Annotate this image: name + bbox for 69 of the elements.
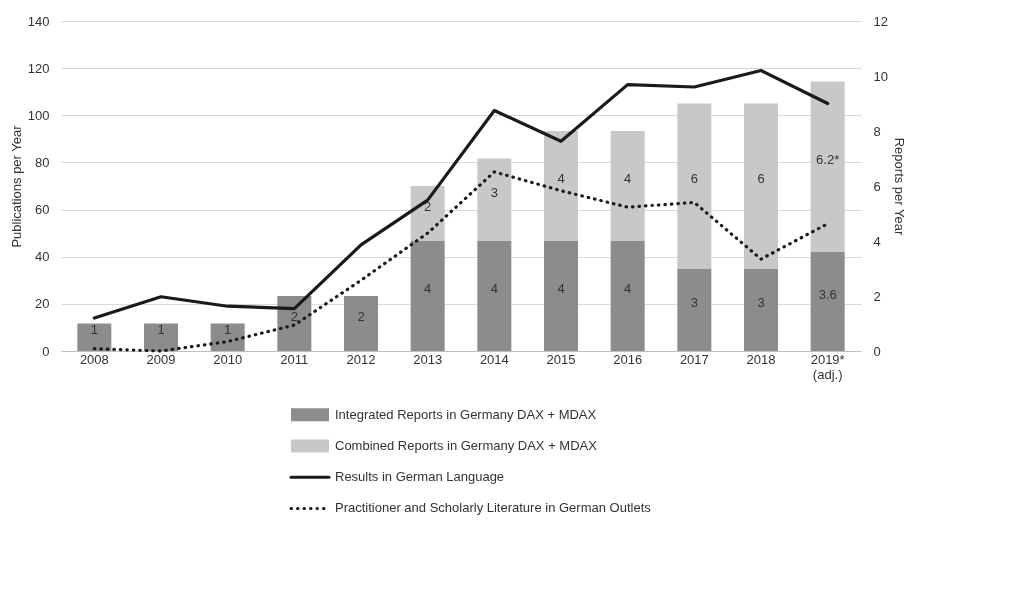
bar: [544, 131, 578, 241]
bar: [744, 268, 778, 351]
bar: [144, 323, 178, 351]
y-tick-label: 80: [35, 154, 50, 170]
y2-tick-label: 12: [873, 13, 888, 29]
data-label: 4: [624, 171, 632, 186]
data-label: 3: [690, 294, 698, 310]
y-tick-label: 120: [27, 60, 50, 76]
bar: [677, 103, 712, 269]
x-tick-label: 2017: [679, 351, 709, 367]
y-tick-label: 100: [27, 107, 50, 123]
data-label: 1: [157, 322, 165, 338]
x-tick-label: 2009: [146, 351, 176, 367]
y2-tick-label: 8: [873, 123, 881, 139]
data-label: 3: [757, 294, 765, 310]
data-label: 4: [557, 281, 565, 296]
y2-tick-label: 0: [873, 343, 881, 359]
y2-tick-label: 4: [873, 233, 881, 249]
bar: [744, 103, 778, 269]
data-label: 3: [490, 184, 498, 200]
data-label: 4: [557, 171, 565, 186]
x-tick-label: 2014: [479, 351, 509, 367]
y-tick-label: 40: [35, 249, 50, 265]
bar: [810, 81, 845, 252]
bar: [410, 241, 445, 351]
bar: [677, 268, 712, 351]
y2-tick-label: 2: [873, 288, 881, 304]
legend-label: Practitioner and Scholarly Literature in German Outlets: [335, 500, 652, 516]
y-axis-title: Publications per Year: [8, 124, 24, 248]
y2-tick-label: 10: [873, 68, 888, 84]
x-tick-label: 2015: [546, 351, 576, 367]
x-tick-label: 2016: [613, 351, 643, 367]
data-label: 2: [290, 308, 298, 324]
y-tick-label: 20: [35, 296, 50, 312]
data-label: 1: [224, 322, 232, 338]
data-label: 6: [757, 171, 765, 186]
bar: [77, 323, 112, 351]
data-label: 2: [357, 308, 365, 324]
data-label: 4: [624, 281, 632, 296]
y2-axis-title: Reports per Year: [891, 137, 907, 236]
x-tick-label: 2019* (adj.): [810, 351, 845, 382]
bar: [477, 158, 512, 241]
bar: [810, 252, 845, 351]
x-tick-label: 2013: [413, 351, 443, 367]
legend-label: Results in German Language: [335, 469, 505, 485]
y2-tick-label: 6: [873, 178, 881, 194]
x-tick-label: 2018: [746, 351, 776, 367]
x-tick-label: 2011: [280, 351, 309, 367]
y-tick-label: 60: [35, 202, 50, 218]
bar: [544, 241, 578, 351]
bar: [610, 131, 645, 241]
data-label: 4: [490, 281, 498, 296]
y-tick-label: 0: [42, 343, 50, 359]
y-tick-label: 140: [27, 13, 50, 29]
data-label: 4: [424, 281, 432, 296]
data-label: 1: [90, 322, 98, 338]
x-tick-label: 2008: [79, 351, 109, 367]
data-label: 3.6: [818, 286, 837, 302]
x-tick-label: 2012: [346, 351, 376, 367]
data-label: 6.2*: [816, 151, 840, 167]
legend-label: Combined Reports in Germany DAX + MDAX: [335, 437, 598, 453]
bar: [477, 241, 512, 351]
bar: [610, 241, 645, 351]
data-label: 6: [690, 171, 698, 186]
legend-label: Integrated Reports in Germany DAX + MDAX: [335, 406, 597, 422]
data-label: 2: [424, 198, 432, 214]
bar: [210, 323, 245, 351]
bar: [344, 296, 378, 351]
x-tick-label: 2010: [213, 351, 243, 367]
